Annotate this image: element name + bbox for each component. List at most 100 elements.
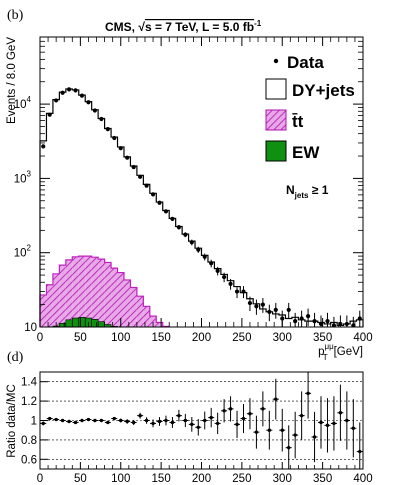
x-tick-label: 400: [353, 332, 372, 344]
ttbar-bin: [78, 256, 86, 327]
ratio-point: [267, 428, 272, 432]
ttbar-bin: [72, 256, 79, 327]
ratio-point: [280, 428, 284, 432]
ttbar-bin: [85, 256, 92, 327]
x-title-p: p: [318, 346, 324, 358]
ratio-point: [215, 421, 220, 426]
ttbar-bin: [156, 322, 163, 327]
title-energy-lumi: s = 7 TeV, L = 5.0 fb: [145, 20, 254, 34]
chart-title: CMS, √s = 7 TeV, L = 5.0 fb-1: [105, 19, 262, 34]
ratio-x-tick-label: 150: [152, 473, 171, 485]
ew-bin: [97, 321, 105, 328]
legend-data-marker: [273, 58, 279, 64]
ratio-point: [73, 420, 78, 425]
data-point: [331, 323, 337, 328]
data-point: [157, 200, 162, 205]
x-title-sup: μμ: [324, 342, 334, 351]
ratio-point: [196, 425, 200, 429]
x-tick-label: 50: [74, 332, 87, 344]
data-point: [99, 116, 104, 122]
legend-ew-label: EW: [292, 143, 320, 162]
ratio-x-tick-label: 300: [273, 473, 292, 485]
ratio-point: [241, 416, 246, 421]
ratio-point: [248, 412, 252, 416]
data-point: [247, 300, 253, 306]
ttbar-bin: [136, 296, 144, 327]
ratio-point: [338, 411, 343, 415]
data-point: [112, 135, 117, 141]
ttbar-bin: [40, 294, 47, 327]
ew-bin: [65, 319, 73, 328]
ratio-point: [47, 416, 52, 421]
ratio-point: [138, 413, 142, 418]
y-tick-label: 103: [14, 169, 32, 185]
ratio-point: [112, 416, 116, 421]
title-experiment: CMS,: [105, 20, 138, 34]
annotation-sub: jets: [294, 191, 309, 200]
ratio-point: [312, 435, 317, 439]
y-tick-label: 104: [14, 95, 32, 111]
panel-label-top: (b): [7, 8, 24, 23]
data-point: [299, 316, 304, 321]
ratio-x-tick-label: 0: [37, 473, 43, 485]
x-tick-label: 150: [152, 332, 171, 344]
data-point: [86, 100, 91, 105]
ratio-point: [306, 391, 310, 396]
ratio-x-tick-label: 400: [353, 473, 372, 485]
title-lumi-exponent: -1: [254, 19, 262, 28]
ratio-point: [332, 421, 336, 426]
data-point: [41, 144, 46, 149]
legend-data-label: Data: [287, 53, 324, 72]
ratio-point: [319, 420, 323, 425]
ttbar-bin: [59, 265, 66, 327]
njets-annotation: Njets ≥ 1: [286, 183, 329, 200]
dy-histogram-line: [39, 88, 364, 327]
ratio-x-tick-label: 250: [232, 473, 251, 485]
y-tick-base: 10: [14, 248, 27, 260]
ratio-point: [60, 418, 65, 423]
ratio-point: [203, 418, 207, 423]
ttbar-bin: [46, 284, 53, 327]
ratio-point: [235, 422, 239, 427]
data-point: [254, 304, 259, 309]
ratio-y-tick-label: 0.6: [21, 454, 37, 466]
ttbar-bin: [65, 259, 73, 327]
ttbar-bin: [111, 268, 118, 327]
data-point: [196, 247, 201, 252]
ttbar-bin: [98, 259, 105, 327]
x-tick-label: 100: [111, 332, 130, 344]
data-point: [47, 112, 52, 117]
ttbar-bin: [123, 279, 131, 327]
ratio-point: [80, 418, 84, 423]
y-tick-base: 10: [14, 99, 27, 111]
x-title-sub: T: [323, 353, 328, 362]
data-point: [105, 127, 110, 132]
ew-bin: [91, 318, 99, 328]
data-point: [73, 88, 78, 93]
ratio-point: [106, 420, 110, 425]
y-tick-label: 10: [24, 322, 37, 334]
ratio-x-tick-label: 100: [111, 473, 130, 485]
data-point: [209, 261, 214, 266]
ratio-point: [325, 423, 330, 428]
data-point: [202, 254, 207, 259]
ratio-point: [345, 418, 349, 423]
data-point: [118, 146, 123, 151]
ratio-y-tick-label: 1.2: [21, 396, 37, 408]
data-point: [312, 319, 317, 324]
ratio-point: [183, 418, 188, 423]
ttbar-outline: [39, 255, 170, 327]
ratio-point: [177, 413, 181, 418]
ratio-point: [54, 417, 58, 422]
ttbar-bin: [91, 257, 99, 327]
data-point: [357, 316, 362, 321]
ratio-point: [228, 407, 233, 411]
ratio-y-axis-title: Ratio data/MC: [6, 384, 18, 458]
data-point: [228, 281, 233, 287]
ratio-point: [41, 421, 45, 426]
data-point: [131, 164, 136, 170]
ratio-point: [190, 422, 194, 427]
ratio-point: [222, 409, 226, 413]
